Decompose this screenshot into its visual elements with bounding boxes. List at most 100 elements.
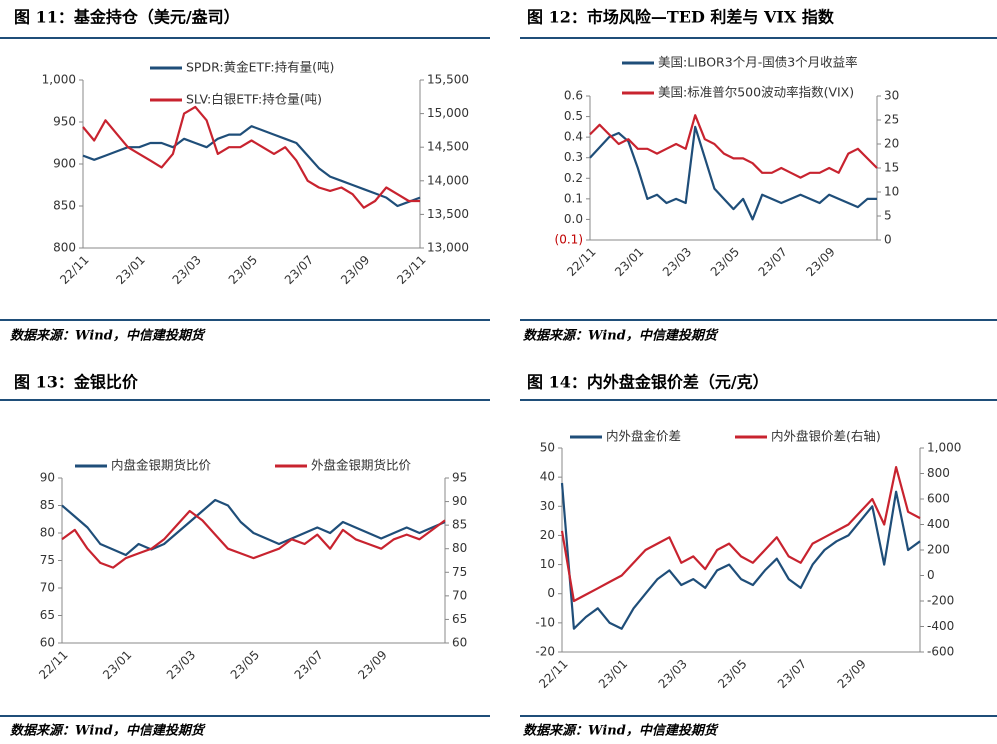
tick-label: 0 bbox=[884, 233, 892, 247]
series-line bbox=[589, 114, 878, 179]
tick-label: 0.2 bbox=[564, 171, 583, 185]
tick-label: 15,000 bbox=[427, 106, 469, 120]
x-tick-label: 23/07 bbox=[775, 657, 809, 691]
tick-label: 13,500 bbox=[427, 207, 469, 221]
tick-label: -20 bbox=[535, 645, 555, 659]
x-tick-label: 23/09 bbox=[835, 657, 869, 691]
series-line bbox=[560, 482, 921, 630]
tick-label: 14,500 bbox=[427, 140, 469, 154]
legend-label: 内外盘银价差(右轴) bbox=[771, 429, 881, 444]
figure-title: 图 11：基金持仓（美元/盎司） bbox=[14, 8, 240, 27]
tick-label: 10 bbox=[540, 557, 555, 571]
x-tick-label: 23/03 bbox=[170, 253, 204, 287]
tick-label: 85 bbox=[40, 498, 55, 512]
tick-label: 15 bbox=[884, 161, 899, 175]
tick-label: 80 bbox=[452, 541, 467, 555]
source-note: 数据来源：Wind，中信建投期货 bbox=[523, 328, 719, 344]
figure-title: 图 13：金银比价 bbox=[14, 373, 139, 392]
series-line bbox=[560, 466, 921, 603]
series-line bbox=[61, 509, 446, 569]
tick-label: 30 bbox=[884, 89, 899, 103]
x-tick-label: 23/01 bbox=[100, 648, 134, 682]
legend-label: SLV:白银ETF:持仓量(吨) bbox=[186, 92, 322, 107]
tick-label: 0.3 bbox=[564, 150, 583, 164]
tick-label: -200 bbox=[927, 594, 954, 608]
tick-label: 20 bbox=[540, 528, 555, 542]
x-tick-label: 23/01 bbox=[612, 245, 646, 279]
tick-label: 0.6 bbox=[564, 89, 583, 103]
tick-label: 85 bbox=[452, 518, 467, 532]
x-tick-label: 23/05 bbox=[708, 245, 742, 279]
x-tick-label: 23/03 bbox=[656, 657, 690, 691]
figure-title: 图 14：内外盘金银价差（元/克） bbox=[527, 373, 769, 392]
tick-label: 90 bbox=[40, 471, 55, 485]
tick-label: -600 bbox=[927, 645, 954, 659]
tick-label: 65 bbox=[40, 608, 55, 622]
legend-label: 美国:标准普尔500波动率指数(VIX) bbox=[658, 85, 854, 100]
tick-label: 0 bbox=[547, 586, 555, 600]
tick-label: 950 bbox=[53, 115, 76, 129]
x-tick-label: 22/11 bbox=[36, 648, 70, 682]
tick-label: 95 bbox=[452, 471, 467, 485]
tick-label: 65 bbox=[452, 612, 467, 626]
tick-label: 600 bbox=[927, 492, 950, 506]
x-tick-label: 23/03 bbox=[660, 245, 694, 279]
tick-label: (0.1) bbox=[555, 233, 583, 247]
legend-label: SPDR:黄金ETF:持有量(吨) bbox=[186, 60, 334, 75]
tick-label: 0.4 bbox=[564, 130, 583, 144]
figure-title: 图 12：市场风险—TED 利差与 VIX 指数 bbox=[527, 8, 835, 27]
x-tick-label: 23/07 bbox=[292, 648, 326, 682]
source-note: 数据来源：Wind，中信建投期货 bbox=[10, 328, 206, 344]
tick-label: 70 bbox=[40, 581, 55, 595]
tick-label: 90 bbox=[452, 494, 467, 508]
tick-label: 25 bbox=[884, 113, 899, 127]
tick-label: 30 bbox=[540, 499, 555, 513]
tick-label: 850 bbox=[53, 199, 76, 213]
tick-label: 50 bbox=[540, 441, 555, 455]
tick-label: 15,500 bbox=[427, 73, 469, 87]
x-tick-label: 23/01 bbox=[596, 657, 630, 691]
series-line bbox=[61, 498, 446, 557]
tick-label: 13,000 bbox=[427, 241, 469, 255]
series-line bbox=[82, 125, 421, 208]
series-line bbox=[589, 125, 877, 221]
x-tick-label: 23/07 bbox=[756, 245, 790, 279]
tick-label: 400 bbox=[927, 517, 950, 531]
x-tick-label: 22/11 bbox=[536, 657, 570, 691]
tick-label: 80 bbox=[40, 526, 55, 540]
x-tick-label: 23/03 bbox=[164, 648, 198, 682]
x-tick-label: 23/09 bbox=[355, 648, 389, 682]
x-tick-label: 23/05 bbox=[226, 253, 260, 287]
tick-label: 0 bbox=[927, 568, 935, 582]
tick-label: 900 bbox=[53, 157, 76, 171]
tick-label: 70 bbox=[452, 588, 467, 602]
source-note: 数据来源：Wind，中信建投期货 bbox=[10, 723, 206, 739]
tick-label: 0.5 bbox=[564, 109, 583, 123]
tick-label: 200 bbox=[927, 543, 950, 557]
tick-label: 5 bbox=[884, 209, 892, 223]
x-tick-label: 23/09 bbox=[338, 253, 372, 287]
tick-label: 800 bbox=[927, 466, 950, 480]
x-tick-label: 23/11 bbox=[394, 253, 428, 287]
legend-label: 美国:LIBOR3个月-国债3个月收益率 bbox=[658, 55, 858, 70]
tick-label: -10 bbox=[535, 615, 555, 629]
source-note: 数据来源：Wind，中信建投期货 bbox=[523, 723, 719, 739]
tick-label: 0.1 bbox=[564, 191, 583, 205]
tick-label: 40 bbox=[540, 470, 555, 484]
legend-label: 内外盘金价差 bbox=[606, 429, 681, 444]
tick-label: 75 bbox=[40, 553, 55, 567]
x-tick-label: 23/05 bbox=[228, 648, 262, 682]
legend-label: 外盘金银期货比价 bbox=[311, 458, 412, 473]
tick-label: 60 bbox=[452, 636, 467, 650]
tick-label: 10 bbox=[884, 185, 899, 199]
x-tick-label: 22/11 bbox=[564, 245, 598, 279]
tick-label: 75 bbox=[452, 565, 467, 579]
x-tick-label: 22/11 bbox=[57, 253, 91, 287]
series-line bbox=[82, 105, 420, 209]
tick-label: 0.0 bbox=[564, 212, 583, 226]
tick-label: 1,000 bbox=[42, 73, 76, 87]
x-tick-label: 23/09 bbox=[803, 245, 837, 279]
tick-label: 20 bbox=[884, 137, 899, 151]
tick-label: 14,000 bbox=[427, 173, 469, 187]
